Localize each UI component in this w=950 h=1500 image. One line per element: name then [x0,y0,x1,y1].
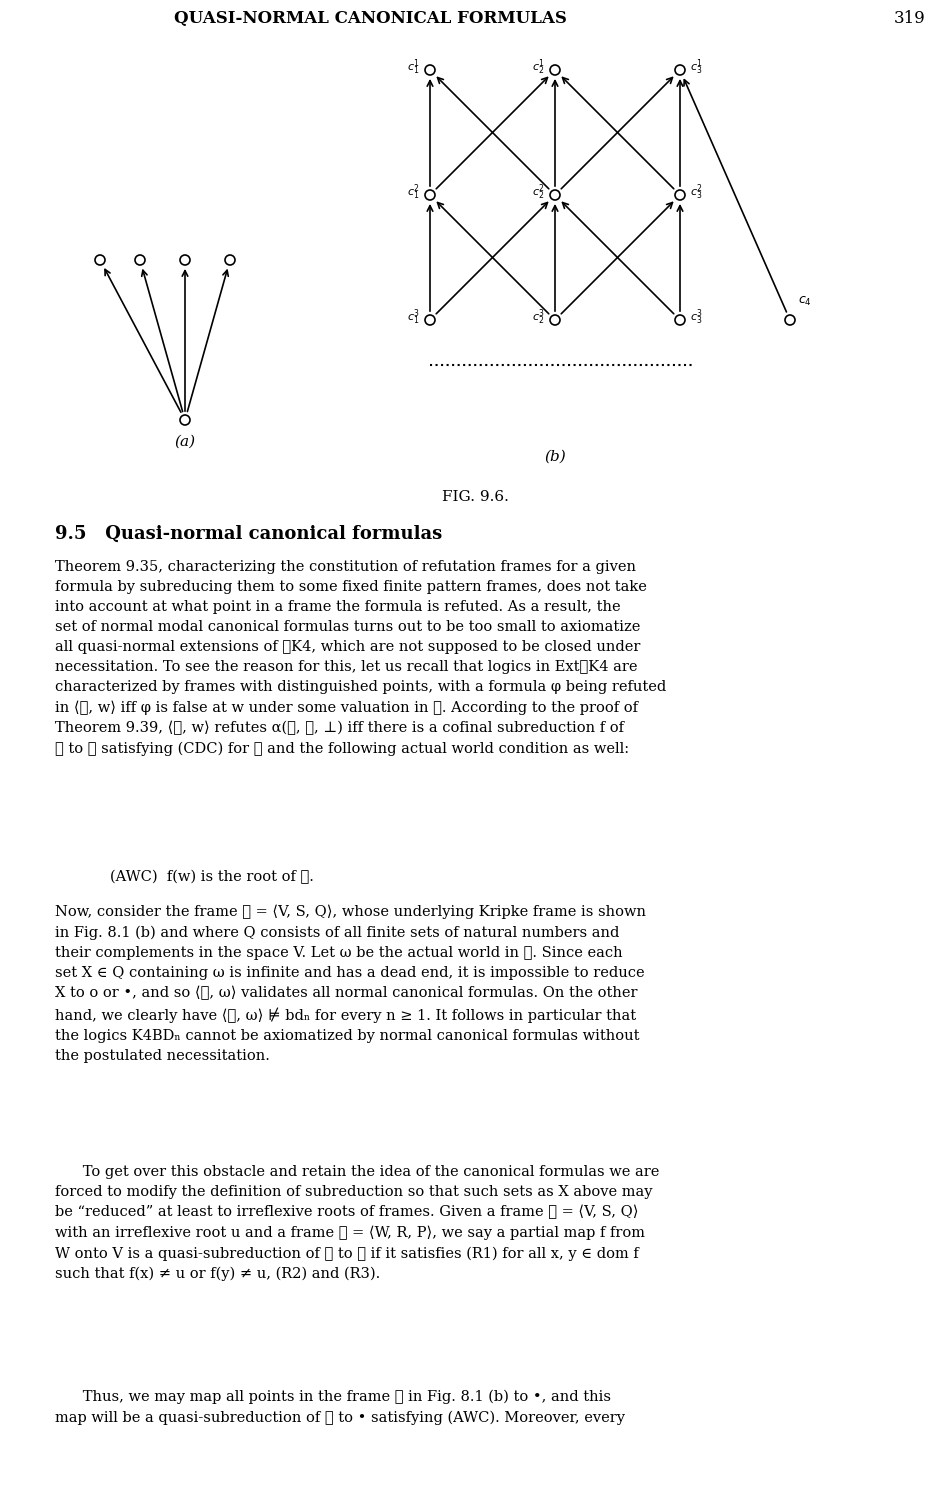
Text: Theorem 9.35, characterizing the constitution of refutation frames for a given
f: Theorem 9.35, characterizing the constit… [55,560,666,756]
Text: $c_2^2$: $c_2^2$ [532,182,545,203]
Circle shape [180,255,190,266]
Circle shape [425,64,435,75]
Text: FIG. 9.6.: FIG. 9.6. [442,490,508,504]
Text: $c_1^1$: $c_1^1$ [408,57,420,76]
Text: Now, consider the frame ℬ = ⟨V, S, Q⟩, whose underlying Kripke frame is shown
in: Now, consider the frame ℬ = ⟨V, S, Q⟩, w… [55,904,646,1064]
Text: $c_3^3$: $c_3^3$ [690,308,703,327]
Circle shape [785,315,795,326]
Circle shape [425,315,435,326]
Circle shape [675,64,685,75]
Text: 9.5   Quasi-normal canonical formulas: 9.5 Quasi-normal canonical formulas [55,525,443,543]
Text: Thus, we may map all points in the frame ℬ in Fig. 8.1 (b) to •, and this
map wi: Thus, we may map all points in the frame… [55,1390,625,1425]
Text: To get over this obstacle and retain the idea of the canonical formulas we are
f: To get over this obstacle and retain the… [55,1166,659,1281]
Text: $c_2^1$: $c_2^1$ [532,57,545,76]
Circle shape [675,315,685,326]
Circle shape [425,190,435,200]
Text: $c_2^3$: $c_2^3$ [532,308,545,327]
Circle shape [675,190,685,200]
Circle shape [180,416,190,424]
Text: (AWC)  f(w) is the root of ℯ.: (AWC) f(w) is the root of ℯ. [110,870,314,883]
Circle shape [550,64,560,75]
Circle shape [550,315,560,326]
Text: $c_3^1$: $c_3^1$ [690,57,703,76]
Text: $c_1^3$: $c_1^3$ [408,308,420,327]
Circle shape [135,255,145,266]
Circle shape [95,255,105,266]
Circle shape [550,190,560,200]
Text: $c_3^2$: $c_3^2$ [690,182,703,203]
Text: $c_1^2$: $c_1^2$ [408,182,420,203]
Circle shape [225,255,235,266]
Text: 319: 319 [894,10,926,27]
Text: $c_4$: $c_4$ [798,296,812,307]
Text: (b): (b) [544,450,566,464]
Text: QUASI-NORMAL CANONICAL FORMULAS: QUASI-NORMAL CANONICAL FORMULAS [174,10,566,27]
Text: (a): (a) [175,435,196,448]
